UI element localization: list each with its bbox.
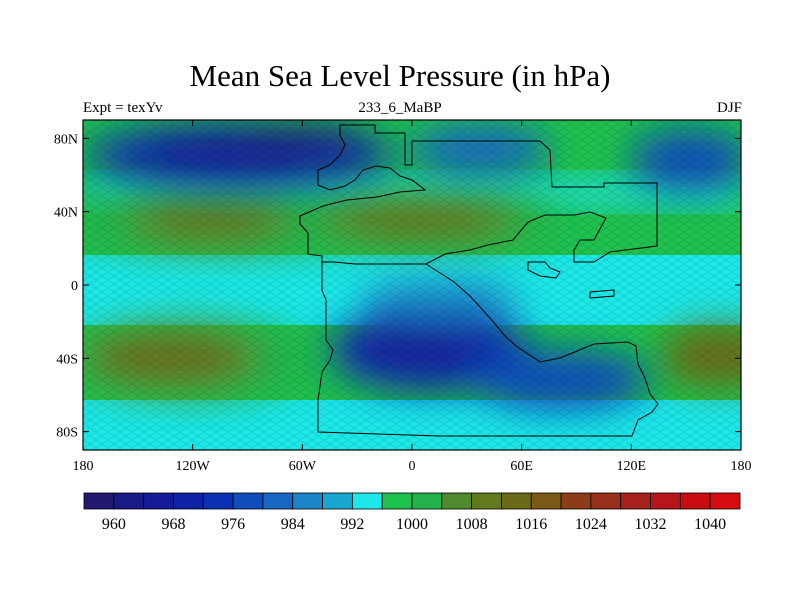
x-tick-label: 120W [176, 459, 211, 474]
colorbar-label: 992 [340, 516, 364, 533]
y-tick-label: 80N [54, 132, 78, 147]
time-period-label: 233_6_MaBP [358, 100, 442, 116]
colorbar-swatch [590, 492, 622, 510]
colorbar-label: 1040 [694, 516, 726, 533]
y-tick-label: 0 [71, 279, 78, 294]
colorbar-swatch [441, 492, 473, 510]
x-tick-label: 120E [617, 459, 647, 474]
colorbar-swatch [262, 492, 294, 510]
y-tick-label: 40S [56, 352, 78, 367]
x-tick-label: 180 [731, 459, 752, 474]
colorbar-label: 1000 [396, 516, 428, 533]
x-tick-label: 60W [289, 459, 317, 474]
colorbar-swatch [292, 492, 323, 510]
colorbar-swatch [351, 492, 383, 510]
colorbar-label: 1024 [575, 516, 607, 533]
colorbar-swatch [322, 492, 353, 510]
coastline-south [317, 262, 659, 437]
colorbar-label: 960 [102, 516, 126, 533]
colorbar-swatch [381, 492, 413, 510]
colorbar-swatch [501, 492, 532, 510]
colorbar-label: 984 [281, 516, 305, 533]
colorbar-label: 976 [221, 516, 245, 533]
colorbar-swatch [650, 492, 681, 510]
season-label: DJF [716, 100, 742, 116]
colorbar-swatch [411, 492, 443, 510]
colorbar-label: 1008 [456, 516, 488, 533]
colorbar: 960 968 976 984 992 1000 1008 1016 1024 1032 1040 [83, 492, 741, 533]
y-axis: 80N 40N 0 40S 80S [54, 132, 741, 441]
colorbar-swatch [173, 492, 204, 510]
colorbar-label: 1016 [515, 516, 547, 533]
hatch-overlay [83, 120, 741, 450]
coastline-small-island [589, 289, 615, 299]
y-tick-label: 80S [56, 426, 78, 441]
y-tick-label: 40N [54, 206, 78, 221]
colorbar-swatch [560, 492, 592, 510]
map-plot-area [83, 120, 741, 450]
colorbar-swatch [232, 492, 264, 510]
colorbar-swatch [471, 492, 502, 510]
x-axis: 180 120W 60W 0 60E 120E 180 [73, 120, 752, 474]
colorbar-swatch [113, 492, 145, 510]
plot-title: Mean Sea Level Pressure (in hPa) [189, 58, 611, 93]
colorbar-swatch [83, 492, 115, 510]
colorbar-swatch [679, 492, 711, 510]
colorbar-label: 1032 [635, 516, 667, 533]
coastline-island [527, 261, 561, 279]
x-tick-label: 180 [73, 459, 94, 474]
x-tick-label: 0 [409, 459, 416, 474]
experiment-label: Expt = texYv [83, 100, 163, 116]
colorbar-label: 968 [161, 516, 185, 533]
colorbar-swatch [530, 492, 562, 510]
x-tick-label: 60E [510, 459, 533, 474]
colorbar-swatch [620, 492, 651, 510]
colorbar-swatch [709, 492, 741, 510]
colorbar-swatch [202, 492, 234, 510]
colorbar-swatch [143, 492, 174, 510]
